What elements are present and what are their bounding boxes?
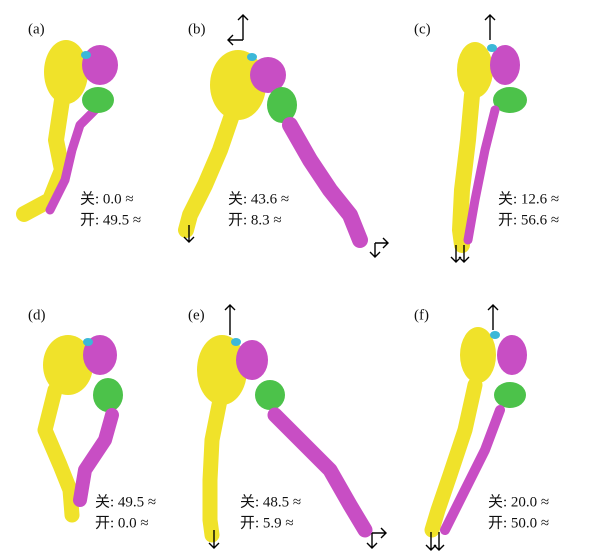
structure-b — [184, 15, 388, 257]
structure-f — [426, 305, 527, 550]
panel-label: (a) — [28, 21, 45, 37]
closed-value: 关: 43.6 ≈ — [228, 190, 289, 207]
closed-value: 关: 20.0 ≈ — [488, 493, 549, 510]
open-value: 开: 49.5 ≈ — [80, 212, 141, 228]
panel-label: (c) — [414, 21, 431, 37]
closed-value: 关: 0.0 ≈ — [80, 190, 134, 207]
open-value: 开: 8.3 ≈ — [228, 212, 282, 228]
open-value: 开: 0.0 ≈ — [95, 515, 149, 531]
open-value: 开: 5.9 ≈ — [240, 515, 294, 531]
closed-value: 关: 49.5 ≈ — [95, 493, 156, 510]
open-value: 开: 50.0 ≈ — [488, 515, 549, 531]
structure-d — [43, 335, 123, 515]
structure-e — [197, 305, 386, 548]
figure: (a) (b) (c) (d) (e) (f) 关: 0.0 ≈ 开: 49.5… — [0, 0, 592, 559]
panel-label: (e) — [188, 307, 205, 323]
structure-a — [24, 40, 118, 214]
closed-value: 关: 48.5 ≈ — [240, 493, 301, 510]
panel-label: (b) — [188, 21, 206, 37]
open-value: 开: 56.6 ≈ — [498, 212, 559, 228]
panel-label: (d) — [28, 307, 46, 323]
closed-value: 关: 12.6 ≈ — [498, 190, 559, 207]
panel-label: (f) — [414, 307, 429, 323]
